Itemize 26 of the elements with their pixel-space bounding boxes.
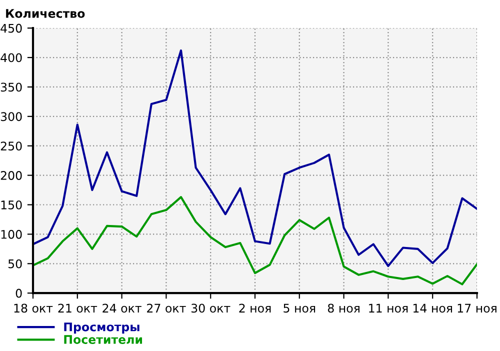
y-axis-title: Количество	[6, 9, 85, 18]
y-tick-label: 400	[0, 53, 22, 62]
legend-label: Посетители	[64, 335, 142, 344]
x-tick-label: 8 ноя	[328, 304, 360, 313]
legend-label: Просмотры	[64, 322, 140, 334]
x-tick-label: 5 ноя	[284, 304, 316, 313]
x-tick-label: 14 ноя	[413, 304, 452, 313]
y-tick-label: 100	[1, 230, 22, 239]
y-tick-label: 50	[8, 259, 22, 268]
x-tick-label: 30 окт	[191, 304, 230, 313]
y-tick-label: 150	[1, 200, 22, 210]
line-series	[33, 49, 477, 268]
y-tick-label: 300	[0, 112, 22, 122]
x-tick-label: 21 окт	[58, 304, 98, 313]
x-tick-label: 24 окт	[102, 304, 142, 313]
x-tick-label: 27 окт	[147, 304, 186, 313]
line-series	[33, 196, 477, 286]
x-tick-label: 2 ноя	[239, 304, 271, 313]
y-tick-label: 0	[16, 288, 22, 298]
x-tick-label: 17 ноя	[458, 304, 496, 313]
y-tick-label: 250	[0, 142, 22, 151]
x-tick-label: 11 ноя	[369, 304, 408, 313]
y-tick-label: 450	[0, 24, 22, 33]
y-tick-label: 200	[0, 171, 22, 180]
y-tick-label: 350	[0, 82, 22, 92]
x-tick-label: 18 окт	[14, 304, 53, 313]
